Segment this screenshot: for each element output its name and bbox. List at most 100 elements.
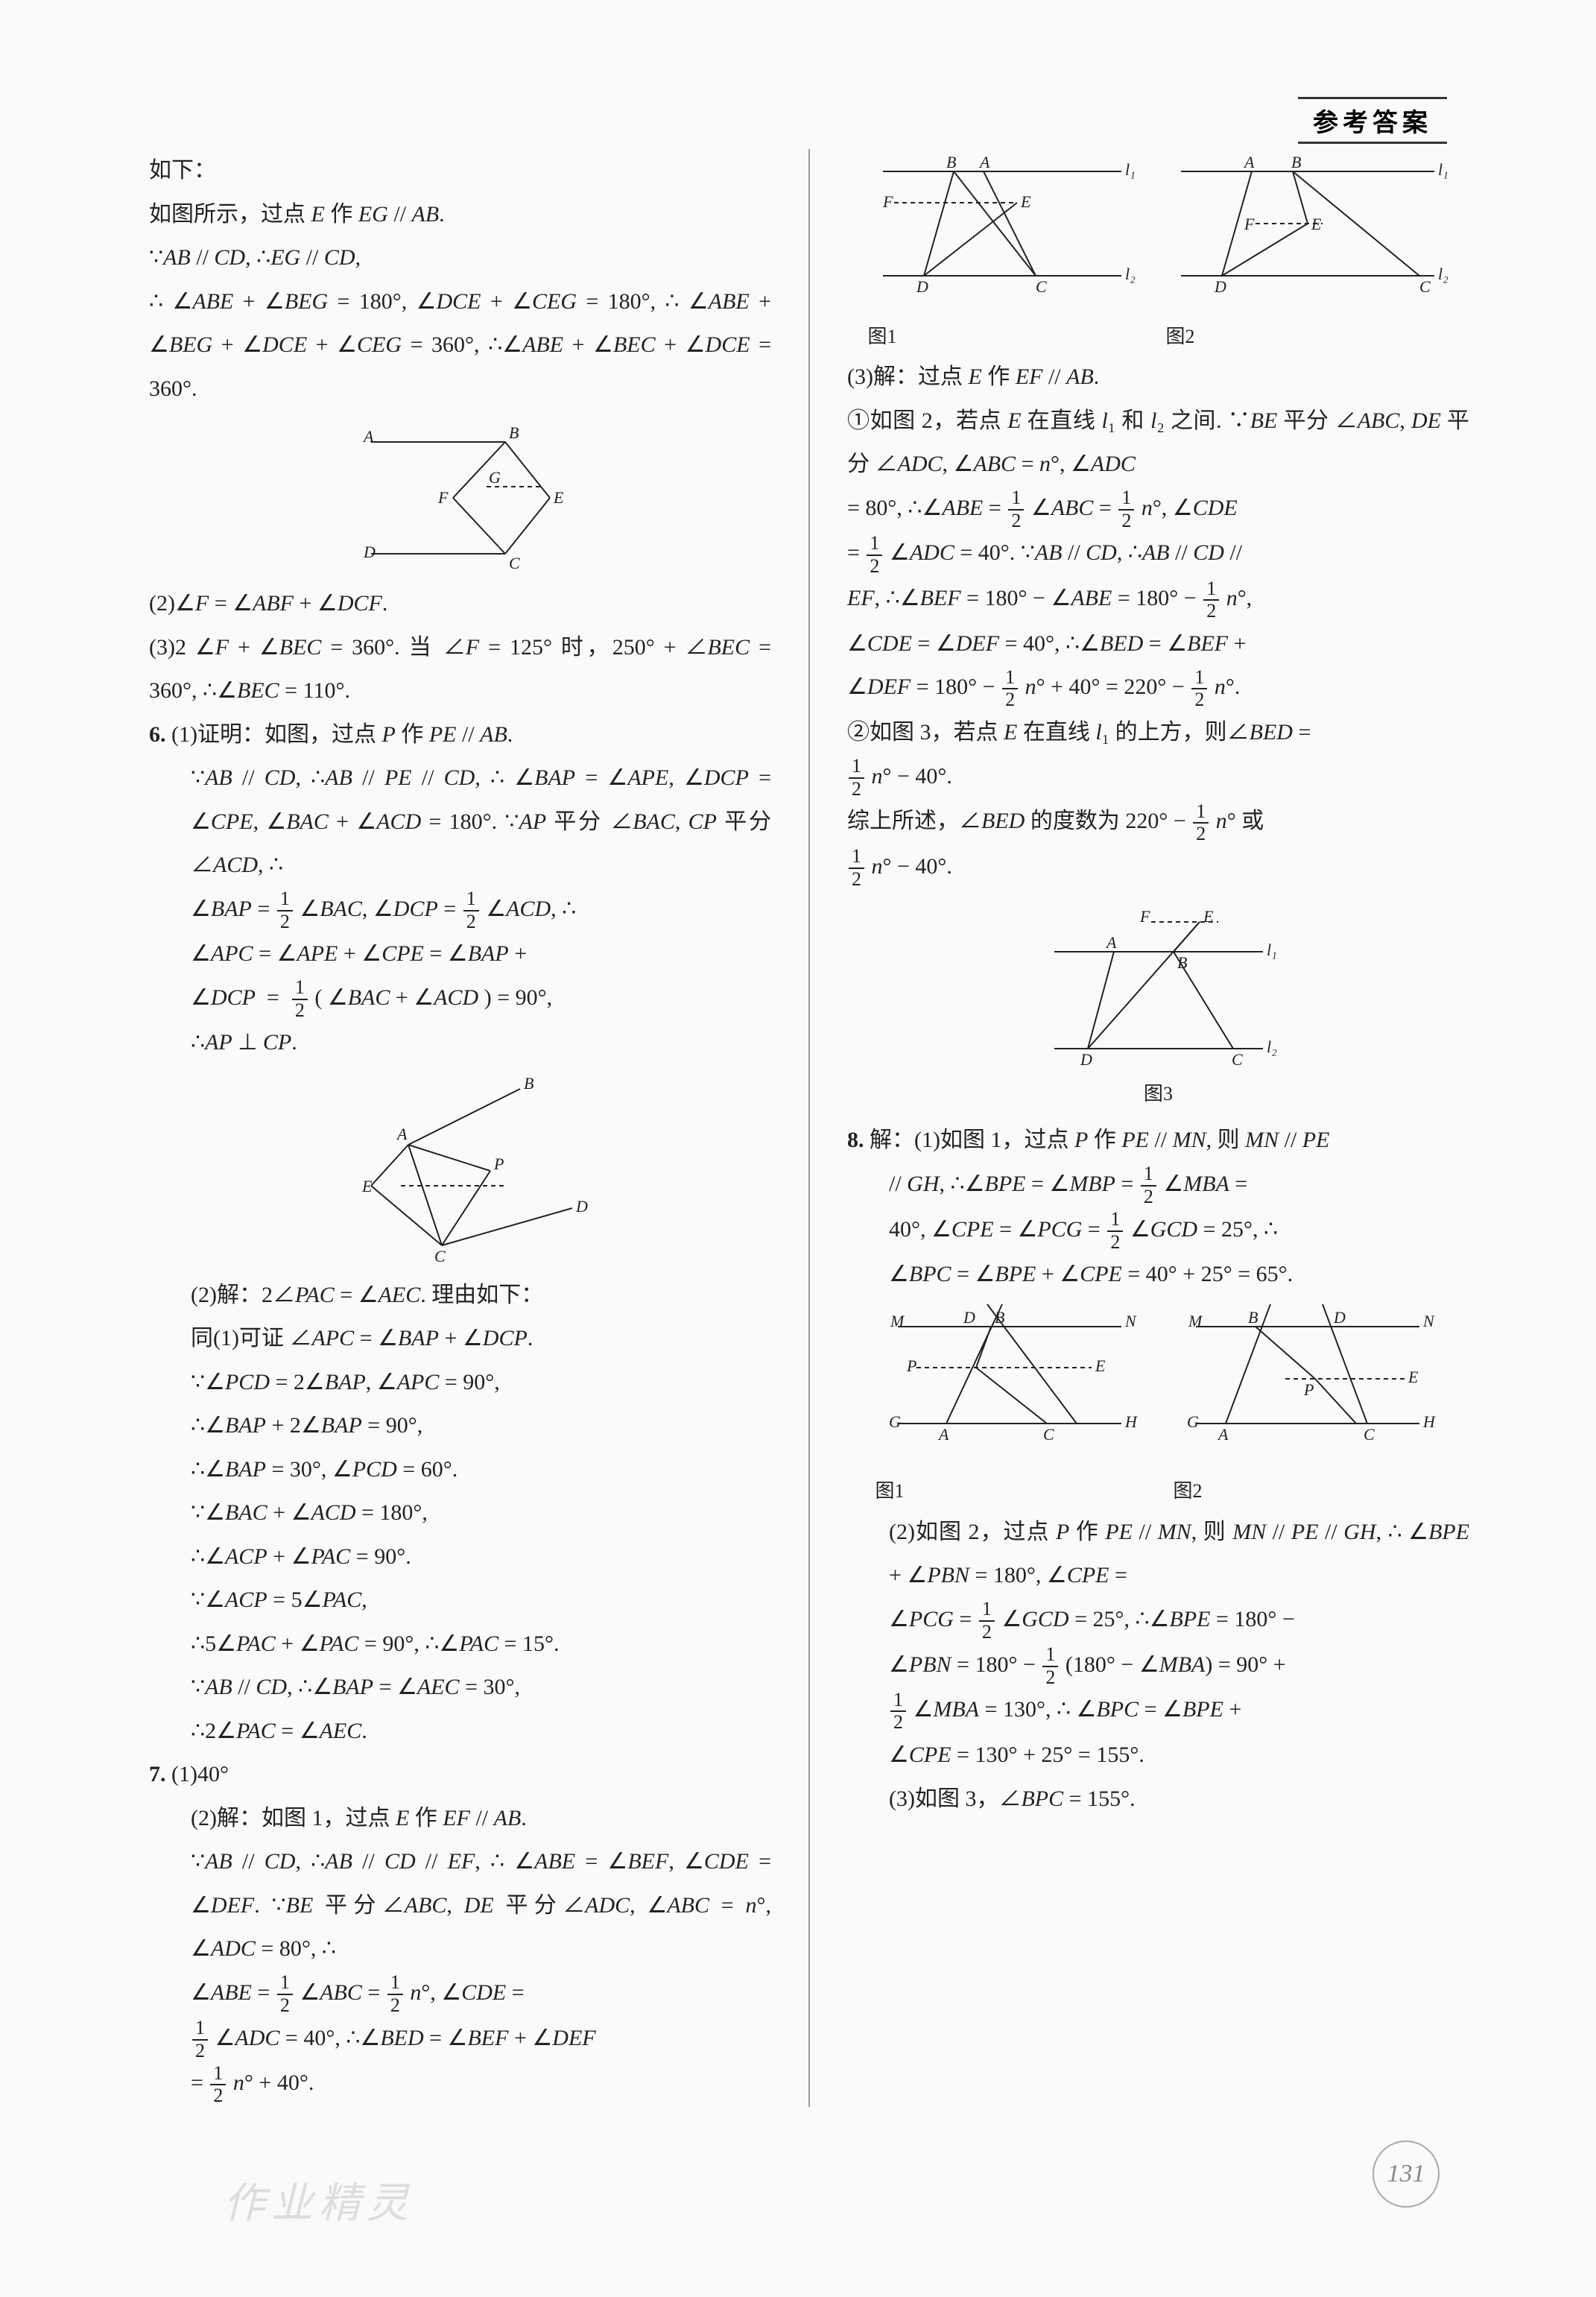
- figure-q6: A B C D E P: [149, 1074, 771, 1268]
- text: (3)如图 3，∠BPC = 155°.: [847, 1778, 1469, 1822]
- text: 12 ∠MBA = 130°, ∴ ∠BPC = ∠BPE +: [847, 1688, 1469, 1734]
- text: ∠ABE = 12 ∠ABC = 12 n°, ∠CDE =: [149, 1971, 771, 2017]
- svg-text:F: F: [437, 488, 449, 507]
- svg-text:N: N: [1124, 1312, 1137, 1330]
- svg-text:A: A: [1243, 153, 1255, 171]
- svg-text:H: H: [1124, 1412, 1138, 1431]
- svg-text:G: G: [1187, 1412, 1199, 1431]
- text: ∵∠ACP = 5∠PAC,: [149, 1579, 771, 1623]
- svg-text:E: E: [1311, 215, 1322, 233]
- text: ∵AB // CD, ∴AB // CD // EF, ∴ ∠ABE = ∠BE…: [149, 1840, 771, 1971]
- svg-text:l₂: l₂: [1125, 265, 1136, 283]
- svg-text:A: A: [396, 1125, 408, 1143]
- text: ∠BPC = ∠BPE + ∠CPE = 40° + 25° = 65°.: [847, 1253, 1469, 1297]
- text: EF, ∴∠BEF = 180° − ∠ABE = 180° − 12 n°,: [847, 577, 1469, 622]
- text: ①如图 2，若点 E 在直线 l₁ 和 l₂ 之间. ∵BE 平分 ∠ABC, …: [847, 399, 1469, 487]
- q8fig2-svg: M N G H B D A C P E: [1174, 1297, 1442, 1453]
- text: ∴ ∠ABE + ∠BEG = 180°, ∠DCE + ∠CEG = 180°…: [149, 280, 771, 411]
- svg-text:B: B: [1291, 153, 1301, 171]
- svg-text:B: B: [946, 153, 956, 171]
- svg-text:B: B: [509, 423, 519, 442]
- svg-text:B: B: [1177, 953, 1187, 972]
- svg-text:A: A: [1217, 1425, 1229, 1444]
- content: 如下： 如图所示，过点 E 作 EG // AB. ∵AB // CD, ∴EG…: [149, 149, 1469, 2107]
- svg-text:E: E: [1095, 1356, 1106, 1375]
- svg-text:l₁: l₁: [1267, 941, 1277, 959]
- fig3-svg: A B C D E F l₁ l₂: [1032, 900, 1285, 1071]
- q7-1: 7. (1)40°: [149, 1753, 771, 1797]
- text: = 12 n° + 40°.: [149, 2061, 771, 2107]
- svg-text:D: D: [1214, 277, 1226, 296]
- svg-text:l₁: l₁: [1125, 160, 1136, 179]
- q6-svg: A B C D E P: [326, 1074, 595, 1268]
- svg-text:C: C: [1232, 1050, 1243, 1069]
- diamond-svg: A B C D E F G: [341, 420, 580, 576]
- figure-diamond: A B C D E F G: [149, 420, 771, 576]
- text: // GH, ∴∠BPE = ∠MBP = 12 ∠MBA =: [847, 1163, 1469, 1208]
- svg-text:A: A: [362, 427, 374, 446]
- page-number: 131: [1372, 2140, 1440, 2208]
- text: ∴∠BAP + 2∠BAP = 90°,: [149, 1404, 771, 1448]
- svg-text:A: A: [1105, 933, 1117, 952]
- text: ∠PBN = 180° − 12 (180° − ∠MBA) = 90° +: [847, 1643, 1469, 1689]
- svg-text:B: B: [995, 1308, 1004, 1327]
- text: ∵∠PCD = 2∠BAP, ∠APC = 90°,: [149, 1361, 771, 1405]
- svg-text:P: P: [493, 1154, 504, 1173]
- svg-text:F: F: [1244, 215, 1255, 233]
- svg-text:B: B: [1248, 1308, 1258, 1327]
- text: ②如图 3，若点 E 在直线 l₁ 的上方，则∠BED =: [847, 711, 1469, 755]
- q8-1: 8. 解：(1)如图 1，过点 P 作 PE // MN, 则 MN // PE: [847, 1119, 1469, 1163]
- text: 12 n° − 40°.: [847, 755, 1469, 800]
- fig-label: 图2: [1166, 318, 1449, 356]
- figure-row-q8: M N G H D B A C P E 图1: [847, 1297, 1469, 1511]
- text: 同(1)可证 ∠APC = ∠BAP + ∠DCP.: [149, 1317, 771, 1361]
- text: ∠PCG = 12 ∠GCD = 25°, ∴∠BPE = 180° −: [847, 1598, 1469, 1643]
- text: ∴∠BAP = 30°, ∠PCD = 60°.: [149, 1448, 771, 1492]
- text: ∴AP ⊥ CP.: [149, 1021, 771, 1065]
- fig2-svg: A B C D E F l₁ l₂: [1166, 149, 1449, 298]
- svg-text:l₂: l₂: [1267, 1037, 1277, 1056]
- fig1-svg: A B C D E F l₁ l₂: [868, 149, 1136, 298]
- fig-label: 图1: [875, 1473, 1144, 1511]
- svg-text:P: P: [906, 1356, 916, 1375]
- svg-text:A: A: [937, 1425, 949, 1444]
- left-column: 如下： 如图所示，过点 E 作 EG // AB. ∵AB // CD, ∴EG…: [149, 149, 771, 2107]
- text: ∵AB // CD, ∴EG // CD,: [149, 236, 771, 280]
- text: = 12 ∠ADC = 40°. ∵AB // CD, ∴AB // CD //: [847, 531, 1469, 577]
- svg-text:M: M: [1188, 1312, 1203, 1330]
- svg-text:D: D: [916, 277, 928, 296]
- text: (3)解：过点 E 作 EF // AB.: [847, 356, 1469, 399]
- svg-text:C: C: [1364, 1425, 1375, 1444]
- svg-text:H: H: [1422, 1412, 1436, 1431]
- svg-text:C: C: [434, 1247, 446, 1266]
- text: ∠BAP = 12 ∠BAC, ∠DCP = 12 ∠ACD, ∴: [149, 888, 771, 933]
- q8fig1-svg: M N G H D B A C P E: [875, 1297, 1144, 1453]
- text: 综上所述，∠BED 的度数为 220° − 12 n° 或: [847, 800, 1469, 845]
- svg-text:E: E: [1407, 1368, 1419, 1386]
- svg-text:E: E: [361, 1177, 373, 1195]
- svg-text:G: G: [489, 468, 501, 487]
- page-header: 参考答案: [1298, 97, 1447, 144]
- fig-label: 图1: [868, 318, 1136, 356]
- text: ∵AB // CD, ∴∠BAP = ∠AEC = 30°,: [149, 1666, 771, 1710]
- text: 40°, ∠CPE = ∠PCG = 12 ∠GCD = 25°, ∴: [847, 1208, 1469, 1254]
- text: 12 n° − 40°.: [847, 845, 1469, 891]
- svg-text:F: F: [1139, 907, 1150, 926]
- svg-text:l₂: l₂: [1438, 265, 1448, 283]
- figure-row-top: A B C D E F l₁ l₂ 图1: [847, 149, 1469, 356]
- svg-text:D: D: [363, 543, 376, 561]
- text: (3)2 ∠F + ∠BEC = 360°. 当 ∠F = 125° 时，250…: [149, 626, 771, 713]
- svg-text:M: M: [890, 1312, 905, 1330]
- text: ∴∠ACP + ∠PAC = 90°.: [149, 1535, 771, 1579]
- svg-text:C: C: [1419, 277, 1431, 296]
- svg-text:C: C: [509, 554, 520, 572]
- text: (2)∠F = ∠ABF + ∠DCF.: [149, 582, 771, 626]
- fig-label: 图2: [1174, 1473, 1442, 1511]
- svg-text:N: N: [1422, 1312, 1435, 1330]
- svg-text:D: D: [1333, 1308, 1346, 1327]
- svg-text:E: E: [1203, 907, 1214, 926]
- svg-text:B: B: [524, 1074, 533, 1093]
- svg-text:F: F: [882, 192, 893, 211]
- text: (2)解：2∠PAC = ∠AEC. 理由如下：: [149, 1274, 771, 1318]
- text: = 80°, ∴∠ABE = 12 ∠ABC = 12 n°, ∠CDE: [847, 487, 1469, 532]
